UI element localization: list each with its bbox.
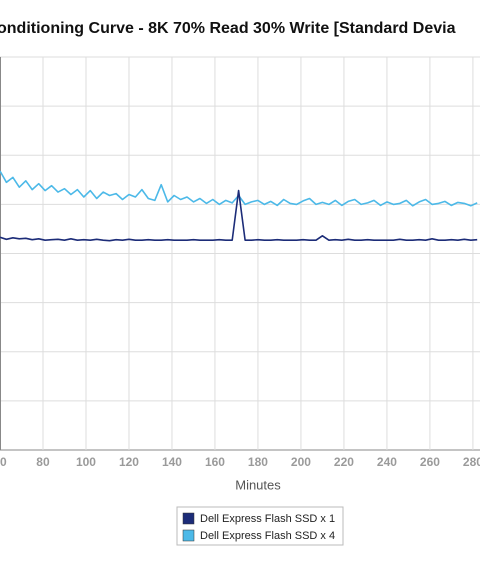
legend-label: Dell Express Flash SSD x 4	[200, 530, 335, 542]
x-tick-label: 280	[463, 455, 480, 469]
x-tick-label: 240	[377, 455, 397, 469]
series-line	[0, 189, 478, 242]
x-tick-label: 260	[420, 455, 440, 469]
legend-swatch	[182, 529, 195, 542]
x-tick-label: 160	[205, 455, 225, 469]
legend-label: Dell Express Flash SSD x 1	[200, 513, 335, 525]
x-tick-label: 200	[291, 455, 311, 469]
x-tick-label: 60	[0, 455, 7, 469]
x-tick-label: 220	[334, 455, 354, 469]
legend-swatch	[182, 512, 195, 525]
x-tick-label: 140	[162, 455, 182, 469]
chart-title: onditioning Curve - 8K 70% Read 30% Writ…	[0, 20, 456, 37]
x-tick-label: 180	[248, 455, 268, 469]
x-tick-label: 100	[76, 455, 96, 469]
series-line	[0, 170, 478, 207]
legend	[176, 506, 344, 546]
x-tick-label: 80	[36, 455, 50, 469]
x-axis-label: Minutes	[235, 477, 281, 492]
x-tick-label: 120	[119, 455, 139, 469]
